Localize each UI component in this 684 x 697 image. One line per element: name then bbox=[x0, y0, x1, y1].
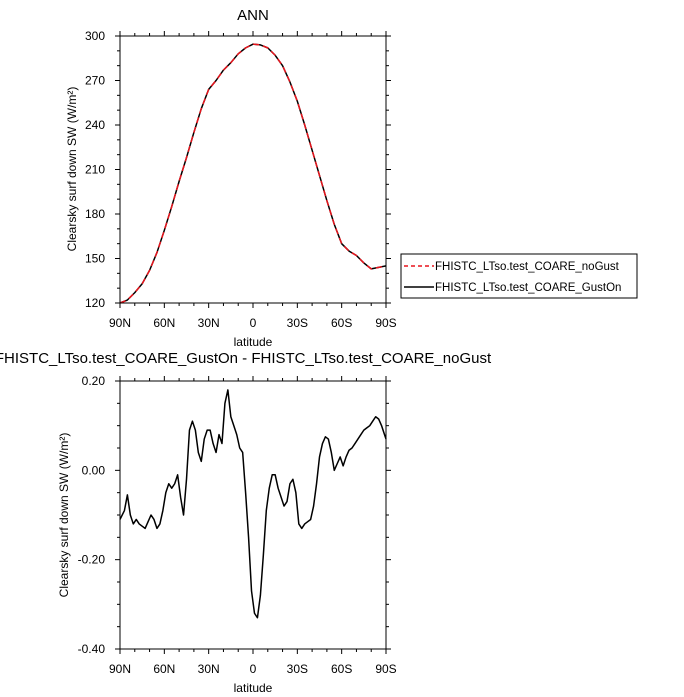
top-y-tick-label: 240 bbox=[85, 118, 105, 132]
bottom-plot-frame bbox=[119, 380, 387, 650]
bottom-y-tick-label: 0.00 bbox=[82, 463, 106, 477]
bottom-y-tick-label: 0.20 bbox=[82, 374, 106, 388]
bottom-panel: FHISTC_LTso.test_COARE_GustOn - FHISTC_L… bbox=[0, 350, 492, 695]
legend-label-nogust: FHISTC_LTso.test_COARE_noGust bbox=[435, 261, 620, 273]
legend-label-guston: FHISTC_LTso.test_COARE_GustOn bbox=[435, 282, 621, 294]
top-x-tick-label: 60S bbox=[331, 316, 352, 330]
top-x-tick-label: 90N bbox=[109, 316, 131, 330]
top-y-tick-label: 270 bbox=[85, 74, 105, 88]
top-y-tick-label: 300 bbox=[85, 29, 105, 43]
top-y-tick-label: 180 bbox=[85, 207, 105, 221]
top-x-axis-label: latitude bbox=[234, 335, 273, 349]
top-x-tick-label: 90S bbox=[375, 316, 396, 330]
bottom-y-tick-label: -0.40 bbox=[78, 642, 106, 656]
bottom-x-tick-label: 30N bbox=[198, 662, 220, 676]
top-plot-frame bbox=[119, 35, 387, 304]
top-series-line-1 bbox=[119, 43, 387, 304]
bottom-x-tick-label: 90N bbox=[109, 662, 131, 676]
bottom-x-tick-label: 60S bbox=[331, 662, 352, 676]
top-y-axis-label: Clearsky surf down SW (W/m²) bbox=[65, 87, 79, 252]
top-x-tick-label: 0 bbox=[250, 316, 257, 330]
top-chart-title: ANN bbox=[237, 7, 269, 24]
legend-box bbox=[400, 253, 638, 299]
top-x-tick-label: 30S bbox=[287, 316, 308, 330]
bottom-x-tick-label: 90S bbox=[375, 662, 396, 676]
top-x-tick-label: 60N bbox=[153, 316, 175, 330]
top-y-tick-label: 150 bbox=[85, 252, 105, 266]
bottom-x-tick-label: 60N bbox=[153, 662, 175, 676]
bottom-y-axis-label: Clearsky surf down SW (W/m²) bbox=[57, 433, 71, 598]
top-plot-area: 90N 60N 30N 0 30S 60S 90S 120 150 180 210 240 270 300 bbox=[85, 29, 397, 330]
bottom-x-tick-label: 0 bbox=[250, 662, 257, 676]
top-y-tick-label: 120 bbox=[85, 296, 105, 310]
top-series-line-0 bbox=[119, 43, 387, 304]
bottom-chart-title: FHISTC_LTso.test_COARE_GustOn - FHISTC_L… bbox=[0, 350, 492, 367]
top-y-tick-label: 210 bbox=[85, 163, 105, 177]
top-panel: ANN 90N 60N 30N 0 30S 60S 90S 120 150 180 210 240 27… bbox=[65, 7, 397, 349]
bottom-x-axis-label: latitude bbox=[234, 681, 273, 695]
bottom-plot-area: 90N 60N 30N 0 30S 60S 90S -0.40 -0.20 0.00 0.20 bbox=[78, 374, 397, 676]
bottom-series-line-0 bbox=[119, 389, 387, 619]
bottom-y-tick-label: -0.20 bbox=[78, 553, 106, 567]
top-x-tick-label: 30N bbox=[198, 316, 220, 330]
legend: FHISTC_LTso.test_COARE_noGust FHISTC_LTs… bbox=[400, 253, 638, 299]
bottom-x-tick-label: 30S bbox=[287, 662, 308, 676]
